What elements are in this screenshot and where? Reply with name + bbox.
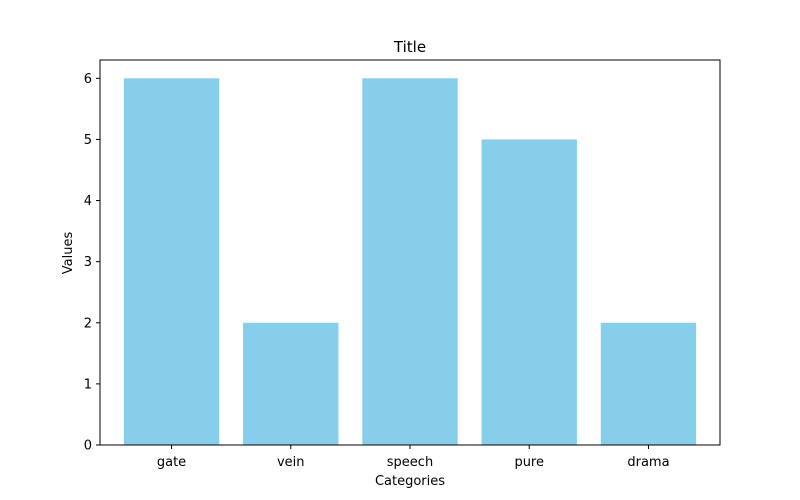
y-axis-ticks: 0 1 2 3 4 5 6 bbox=[84, 72, 100, 454]
x-tick-label: speech bbox=[387, 455, 433, 470]
plot-frame bbox=[99, 59, 721, 446]
x-tick-label: gate bbox=[157, 455, 186, 470]
x-tick-label: drama bbox=[627, 455, 669, 470]
y-axis-title: Values bbox=[61, 232, 76, 275]
bar-pure bbox=[481, 139, 577, 445]
bar-drama bbox=[600, 322, 697, 445]
y-tick-label: 6 bbox=[84, 72, 92, 87]
chart-title: Title bbox=[393, 38, 426, 56]
x-axis-ticks: gate vein speech pure drama bbox=[157, 445, 670, 470]
y-tick-label: 2 bbox=[84, 316, 92, 331]
bar-gate bbox=[123, 78, 220, 445]
y-tick-label: 4 bbox=[84, 194, 92, 209]
y-tick-label: 0 bbox=[84, 439, 92, 454]
y-tick-label: 5 bbox=[84, 133, 92, 148]
bar-speech bbox=[362, 78, 458, 445]
x-axis-title: Categories bbox=[375, 474, 445, 489]
x-tick-label: pure bbox=[514, 455, 544, 470]
bars-group bbox=[123, 78, 697, 445]
x-tick-label: vein bbox=[277, 455, 305, 470]
y-tick-label: 3 bbox=[84, 255, 92, 270]
bar-vein bbox=[243, 322, 339, 445]
y-tick-label: 1 bbox=[84, 377, 92, 392]
